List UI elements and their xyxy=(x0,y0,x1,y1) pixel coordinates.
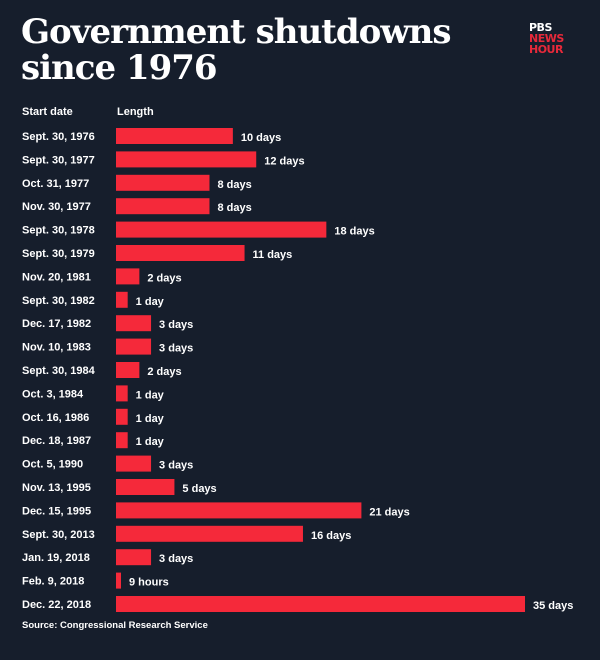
data-label: 3 days xyxy=(159,319,193,331)
data-label: 3 days xyxy=(159,460,193,472)
category-label: Nov. 13, 1995 xyxy=(22,482,91,494)
bar xyxy=(116,338,152,355)
data-label: 11 days xyxy=(253,249,293,261)
bar xyxy=(116,525,303,542)
data-label: 8 days xyxy=(217,179,251,191)
data-label: 21 days xyxy=(369,506,409,518)
logo-line-2: NEWS xyxy=(529,32,564,45)
category-label: Jan. 19, 2018 xyxy=(22,552,90,564)
data-label: 35 days xyxy=(533,600,573,612)
bar xyxy=(116,408,128,425)
bar xyxy=(116,362,140,378)
data-label: 1 day xyxy=(136,296,165,308)
logo-line-3: HOUR xyxy=(529,43,563,56)
category-label: Oct. 16, 1986 xyxy=(22,412,89,424)
data-label: 1 day xyxy=(136,389,165,401)
category-header: Start date xyxy=(22,106,73,118)
category-label: Dec. 22, 2018 xyxy=(22,599,91,611)
data-label: 16 days xyxy=(311,530,351,542)
bar xyxy=(116,502,362,519)
bar xyxy=(116,291,128,308)
bar xyxy=(116,596,525,612)
category-label: Dec. 17, 1982 xyxy=(22,318,91,330)
category-label: Sept. 30, 1977 xyxy=(22,154,95,166)
bar xyxy=(116,432,128,449)
category-label: Oct. 5, 1990 xyxy=(22,459,83,471)
bar xyxy=(116,549,152,566)
bar xyxy=(116,315,152,332)
category-label: Nov. 10, 1983 xyxy=(22,342,91,354)
bar xyxy=(116,385,128,402)
data-label: 1 day xyxy=(136,436,165,448)
category-label: Sept. 30, 1978 xyxy=(22,225,95,237)
category-label: Sept. 30, 1984 xyxy=(22,365,96,377)
bar xyxy=(116,572,121,589)
data-label: 2 days xyxy=(147,272,181,284)
bar xyxy=(116,198,210,215)
bar xyxy=(116,128,233,144)
pbs-newshour-logo: PBS NEWS HOUR xyxy=(529,22,564,55)
bar xyxy=(116,455,152,472)
chart-title: Government shutdowns since 1976 xyxy=(21,12,451,88)
data-label: 8 days xyxy=(217,202,251,214)
category-label: Sept. 30, 1982 xyxy=(22,295,95,307)
data-label: 10 days xyxy=(241,132,281,144)
category-label: Nov. 30, 1977 xyxy=(22,201,91,213)
category-label: Oct. 31, 1977 xyxy=(22,178,89,190)
bar xyxy=(116,268,140,285)
category-label: Dec. 15, 1995 xyxy=(22,505,91,517)
category-label: Sept. 30, 1976 xyxy=(22,131,95,143)
data-label: 18 days xyxy=(334,226,374,238)
data-label: 3 days xyxy=(159,343,193,355)
data-label: 12 days xyxy=(264,155,304,167)
data-label: 2 days xyxy=(147,366,181,378)
data-label: 9 hours xyxy=(129,577,169,589)
bar xyxy=(116,221,327,238)
bar xyxy=(116,245,245,261)
bar xyxy=(116,479,175,495)
bar xyxy=(116,151,257,168)
category-label: Nov. 20, 1981 xyxy=(22,271,91,283)
category-label: Feb. 9, 2018 xyxy=(22,576,84,588)
category-label: Dec. 18, 1987 xyxy=(22,435,91,447)
source-note: Source: Congressional Research Service xyxy=(22,620,208,631)
category-label: Sept. 30, 1979 xyxy=(22,248,95,260)
value-header: Length xyxy=(117,106,154,118)
bar xyxy=(116,174,210,191)
logo-line-1: PBS xyxy=(529,21,552,34)
category-label: Oct. 3, 1984 xyxy=(22,388,84,400)
data-label: 1 day xyxy=(136,413,165,425)
data-label: 5 days xyxy=(182,483,216,495)
data-label: 3 days xyxy=(159,553,193,565)
category-label: Sept. 30, 2013 xyxy=(22,529,95,541)
